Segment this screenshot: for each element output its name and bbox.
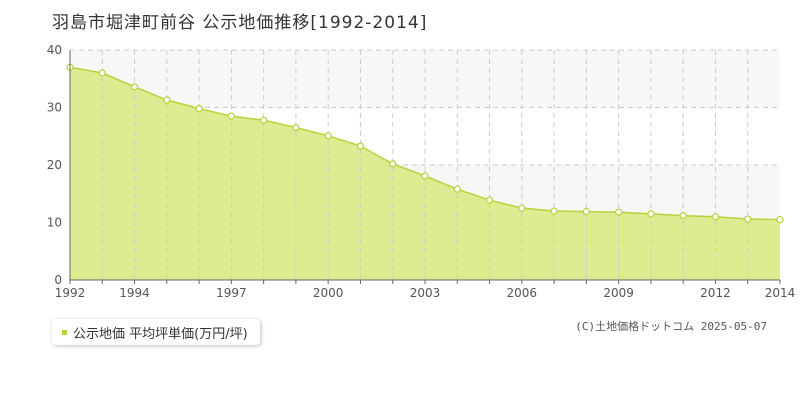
x-tick-label: 2003 — [410, 286, 441, 300]
x-tick-label: 2014 — [765, 286, 796, 300]
data-point — [711, 213, 720, 221]
data-point — [550, 207, 558, 215]
x-tick-label: 2012 — [700, 286, 731, 300]
copyright-text: (C)土地価格ドットコム 2025-05-07 — [575, 320, 767, 333]
data-point — [260, 116, 268, 124]
x-tick-label: 2000 — [313, 286, 344, 300]
data-point — [389, 160, 397, 168]
y-tick-labels: 0 10 20 30 40 — [47, 43, 62, 287]
data-point — [98, 69, 106, 77]
data-point — [163, 96, 171, 104]
legend: 公示地価 平均坪単価(万円/坪) — [52, 319, 260, 345]
vertical-grid-lines — [101, 50, 749, 280]
axes — [69, 50, 781, 284]
y-tick-label: 0 — [54, 273, 62, 287]
data-markers — [66, 63, 784, 224]
y-tick-label: 30 — [47, 101, 62, 115]
data-point — [615, 208, 623, 216]
data-point — [324, 132, 332, 140]
legend-label: 公示地価 平均坪単価(万円/坪) — [73, 326, 248, 342]
data-point — [582, 207, 590, 216]
data-point — [453, 185, 461, 193]
data-point — [421, 172, 429, 180]
x-tick-labels: 1992 1994 1997 2000 2003 2006 2009 2012 2014 — [55, 286, 796, 300]
data-point — [744, 215, 752, 223]
chart-title: 羽島市堀津町前谷 公示地価推移[1992-2014] — [52, 13, 428, 33]
data-point — [356, 142, 365, 150]
x-tick-label: 1992 — [55, 286, 86, 300]
data-point — [647, 210, 655, 218]
data-point — [518, 204, 526, 212]
legend-swatch — [62, 329, 67, 335]
data-point — [776, 216, 784, 224]
data-point — [485, 196, 494, 204]
y-tick-label: 10 — [47, 216, 62, 230]
y-tick-label: 20 — [47, 158, 62, 172]
x-tick-label: 2006 — [507, 286, 538, 300]
x-tick-label: 1997 — [216, 286, 247, 300]
x-tick-label: 2009 — [603, 286, 634, 300]
y-tick-label: 40 — [47, 43, 62, 57]
data-point — [227, 112, 235, 120]
data-point — [195, 105, 203, 113]
data-point — [292, 124, 300, 132]
x-tick-label: 1994 — [119, 286, 150, 300]
area-series — [70, 67, 780, 280]
data-point — [679, 212, 687, 220]
data-point — [130, 83, 139, 91]
